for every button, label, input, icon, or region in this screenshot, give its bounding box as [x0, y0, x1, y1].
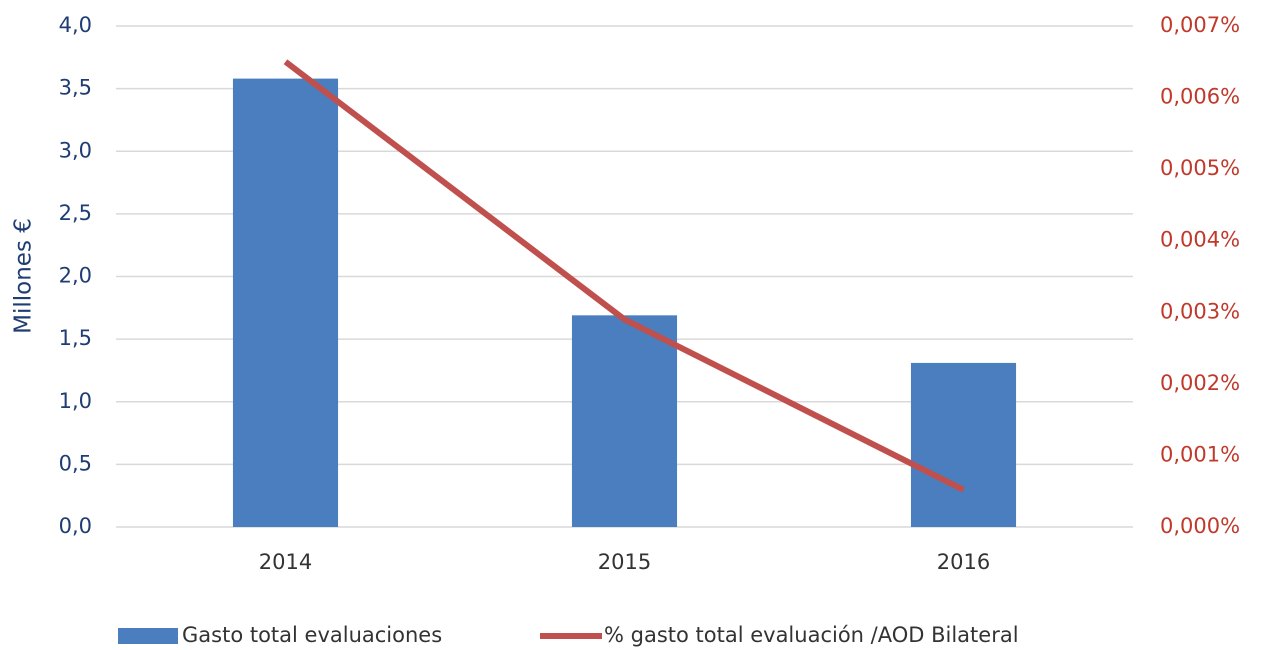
y2-tick-label: 0,002% [1160, 371, 1240, 395]
y2-tick-label: 0,004% [1160, 228, 1240, 252]
legend-label: % gasto total evaluación /AOD Bilateral [604, 623, 1019, 647]
y-tick-label: 3,0 [59, 138, 92, 162]
bar [910, 362, 1017, 527]
y2-tick-label: 0,003% [1160, 299, 1240, 323]
y-tick-label: 2,0 [59, 264, 92, 288]
y-tick-label: 2,5 [59, 201, 92, 225]
line [283, 59, 965, 493]
legend-label: Gasto total evaluaciones [182, 623, 442, 647]
y2-tick-label: 0,006% [1160, 85, 1240, 109]
x-tick-label: 2015 [598, 550, 651, 574]
y2-tick-label: 0,005% [1160, 156, 1240, 180]
y-tick-label: 0,5 [59, 451, 92, 475]
bar [571, 315, 678, 527]
legend-swatch [118, 628, 178, 644]
y2-tick-label: 0,000% [1160, 514, 1240, 538]
y-tick-label: 3,5 [59, 76, 92, 100]
x-tick-label: 2014 [259, 550, 312, 574]
y-tick-label: 4,0 [59, 13, 92, 37]
y-axis-label: Millones € [11, 218, 37, 334]
x-tick-label: 2016 [937, 550, 990, 574]
y2-tick-label: 0,001% [1160, 442, 1240, 466]
y-tick-label: 1,5 [59, 326, 92, 350]
bar [232, 78, 339, 527]
y-tick-label: 1,0 [59, 389, 92, 413]
y-tick-label: 0,0 [59, 514, 92, 538]
y2-tick-label: 0,007% [1160, 13, 1240, 37]
